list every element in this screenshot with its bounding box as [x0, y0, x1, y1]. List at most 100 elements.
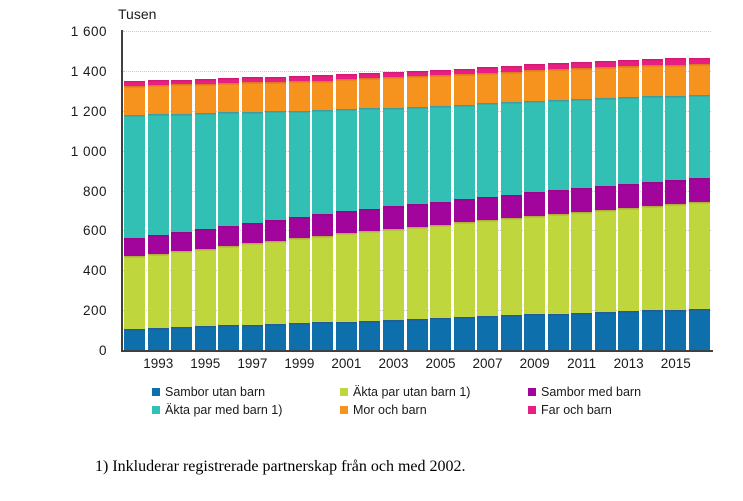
bar-segment-far-och-barn: [288, 75, 310, 81]
x-axis-label: 1995: [190, 356, 221, 371]
bar-segment-mor-och-barn: [547, 69, 569, 101]
bar-segment-far-och-barn: [194, 78, 216, 84]
legend-label: Äkta par med barn 1): [165, 403, 283, 417]
x-axis-label: 2009: [519, 356, 550, 371]
bar-segment--kta-par-med-barn-1: [547, 100, 569, 191]
bar-segment-mor-och-barn: [382, 77, 404, 108]
bar-segment--kta-par-utan-barn-1: [571, 211, 593, 313]
y-axis-label: 200: [82, 303, 107, 319]
bar-segment-mor-och-barn: [524, 70, 546, 102]
bar-segment-sambor-utan-barn: [453, 316, 475, 351]
bar-segment--kta-par-med-barn-1: [406, 106, 428, 205]
bar-segment-sambor-utan-barn: [147, 327, 169, 351]
bar-segment--kta-par-med-barn-1: [194, 112, 216, 229]
bar-segment-far-och-barn: [453, 68, 475, 75]
bar-column-2011: [571, 62, 593, 351]
bar-segment-sambor-med-barn: [147, 234, 169, 254]
bar-segment--kta-par-utan-barn-1: [359, 231, 381, 321]
legend-label: Far och barn: [541, 403, 612, 417]
bar-segment--kta-par-utan-barn-1: [524, 215, 546, 315]
bar-segment-mor-och-barn: [406, 76, 428, 107]
bar-segment-sambor-utan-barn: [524, 314, 546, 351]
footnote: 1) Inkluderar registrerade partnerskap f…: [95, 458, 466, 475]
bar-segment--kta-par-utan-barn-1: [312, 235, 334, 323]
bar-segment--kta-par-med-barn-1: [382, 107, 404, 207]
bar-segment-far-och-barn: [571, 62, 593, 69]
bar-segment--kta-par-utan-barn-1: [688, 202, 710, 309]
bar-segment--kta-par-utan-barn-1: [335, 233, 357, 322]
y-axis-label: 0: [98, 343, 107, 358]
legend-swatch-icon: [528, 406, 536, 414]
bar-segment--kta-par-med-barn-1: [241, 111, 263, 223]
legend-label: Sambor med barn: [541, 385, 642, 399]
bar-column-2005: [430, 69, 452, 351]
legend-item: Mor och barn: [340, 403, 528, 417]
bar-column-2002: [359, 73, 381, 351]
bar-segment--kta-par-utan-barn-1: [453, 222, 475, 317]
bar-segment-sambor-med-barn: [194, 228, 216, 249]
x-axis-label: 1999: [284, 356, 315, 371]
bar-segment-far-och-barn: [665, 58, 687, 65]
y-axis-label: 1 600: [70, 24, 107, 39]
plot-area: [123, 31, 711, 351]
bar-column-2010: [547, 63, 569, 351]
bar-segment-far-och-barn: [688, 57, 710, 65]
bar-segment--kta-par-utan-barn-1: [594, 209, 616, 312]
bar-segment-mor-och-barn: [335, 79, 357, 110]
bar-column-2007: [477, 67, 499, 351]
bar-column-1995: [194, 78, 216, 351]
bar-segment-far-och-barn: [477, 67, 499, 73]
bar-segment-far-och-barn: [382, 71, 404, 78]
bar-segment-sambor-med-barn: [312, 214, 334, 236]
legend-label: Mor och barn: [353, 403, 427, 417]
bar-segment--kta-par-utan-barn-1: [194, 248, 216, 327]
bar-segment-mor-och-barn: [312, 80, 334, 111]
bar-segment-sambor-med-barn: [359, 208, 381, 232]
bar-column-2016: [688, 57, 710, 351]
bar-segment--kta-par-med-barn-1: [335, 109, 357, 212]
bar-segment-mor-och-barn: [171, 84, 193, 114]
bar-segment--kta-par-utan-barn-1: [500, 218, 522, 316]
bar-segment-mor-och-barn: [477, 72, 499, 104]
y-axis-label: 800: [82, 183, 107, 199]
bar-segment--kta-par-med-barn-1: [688, 95, 710, 178]
bar-segment-mor-och-barn: [124, 85, 146, 115]
x-axis-label: 2013: [613, 356, 644, 371]
bar-segment-far-och-barn: [547, 63, 569, 70]
bar-segment-far-och-barn: [618, 59, 640, 67]
bar-segment--kta-par-med-barn-1: [641, 96, 663, 182]
bar-segment-far-och-barn: [359, 73, 381, 79]
bar-segment-sambor-med-barn: [524, 192, 546, 216]
bar-segment-mor-och-barn: [453, 74, 475, 105]
x-axis-label: 1997: [237, 356, 268, 371]
bar-column-1996: [218, 78, 240, 351]
bar-segment-far-och-barn: [241, 77, 263, 83]
bar-segment-sambor-med-barn: [265, 219, 287, 241]
bar-segment-sambor-utan-barn: [430, 317, 452, 351]
bar-segment-sambor-med-barn: [688, 177, 710, 203]
legend-item: Äkta par utan barn 1): [340, 385, 528, 399]
bar-column-2012: [594, 60, 616, 351]
legend-label: Sambor utan barn: [165, 385, 266, 399]
bar-segment-sambor-med-barn: [453, 199, 475, 223]
bar-segment-far-och-barn: [641, 59, 663, 66]
legend-item: Far och barn: [528, 403, 672, 417]
bar-segment-far-och-barn: [430, 69, 452, 76]
bar-column-2008: [500, 65, 522, 351]
bar-segment--kta-par-utan-barn-1: [147, 253, 169, 328]
bar-segment-sambor-med-barn: [171, 231, 193, 252]
bar-segment-sambor-med-barn: [500, 194, 522, 219]
legend-swatch-icon: [152, 406, 160, 414]
x-axis-label: 2015: [660, 356, 691, 371]
bar-segment-far-och-barn: [218, 78, 240, 84]
bar-segment-far-och-barn: [265, 76, 287, 82]
bar-segment-sambor-utan-barn: [500, 315, 522, 351]
bar-segment--kta-par-med-barn-1: [147, 114, 169, 235]
bar-column-1994: [171, 79, 193, 351]
y-axis-label: 1 200: [70, 103, 107, 119]
bar-segment-sambor-med-barn: [547, 190, 569, 214]
bar-segment-sambor-utan-barn: [218, 325, 240, 351]
bar-segment-mor-och-barn: [241, 82, 263, 112]
x-axis-label: 2011: [567, 356, 597, 371]
bar-segment-sambor-utan-barn: [571, 312, 593, 351]
